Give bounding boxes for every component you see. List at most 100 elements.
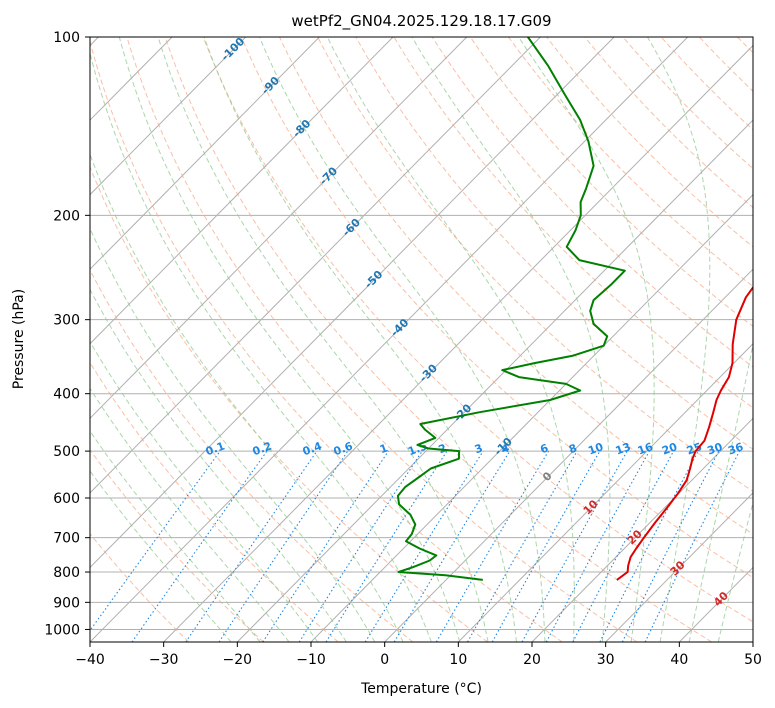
profile-series	[396, 37, 753, 581]
dry-adiabat-line	[90, 448, 264, 642]
isotherm-line	[90, 37, 247, 196]
y-tick-label: 900	[53, 595, 80, 611]
moist-adiabat-line	[90, 340, 319, 642]
moist-adiabat-line	[411, 37, 611, 642]
moist-adiabat-line	[90, 227, 376, 642]
mixing-ratio-line	[644, 450, 740, 642]
moist-adiabat-line	[118, 37, 461, 642]
isotherm-line	[531, 417, 753, 642]
y-tick-label: 200	[53, 208, 80, 224]
mixing-ratio-label: 13	[614, 440, 633, 457]
x-tick-label: −30	[149, 652, 179, 668]
mixing-ratio-label: 1.5	[406, 439, 429, 458]
mixing-ratio-label: 0.1	[204, 439, 227, 458]
x-tick-label: −20	[223, 652, 253, 668]
dry-adiabat-line	[90, 532, 190, 642]
mixing-ratio-line	[131, 450, 268, 642]
x-tick-label: 40	[670, 652, 688, 668]
isotherm-line	[90, 37, 541, 494]
mixing-ratio-label: 4	[500, 441, 512, 456]
dry-adiabat-line	[164, 37, 712, 642]
dewpoint-profile-line	[396, 37, 626, 581]
dry-adiabat-line	[698, 37, 753, 92]
mixing-ratio-label: 16	[636, 440, 655, 458]
isotherm-line	[678, 566, 753, 642]
isotherm-line	[310, 193, 753, 642]
mixing-ratio-line	[185, 450, 318, 642]
isotherm-line	[90, 37, 394, 345]
mixing-ratio-labels: 0.1 0.2 0.4 0.6 1 1.5 2 3 4 6 8 10 13 16 20 25 30 36	[204, 439, 746, 458]
mixing-ratio-label: 20	[660, 440, 679, 458]
moist-adiabat-line	[326, 37, 575, 642]
x-tick-label: 50	[744, 652, 762, 668]
moist-adiabat-line	[90, 51, 432, 642]
x-tick-label: 20	[523, 652, 541, 668]
chart-title: wetPf2_GN04.2025.129.18.17.G09	[291, 12, 551, 31]
y-tick-label: 700	[53, 531, 80, 547]
dry-adiabat-line	[279, 37, 753, 535]
isotherm-line	[384, 268, 753, 642]
x-tick-label: −40	[75, 652, 105, 668]
mixing-ratio-line	[621, 450, 720, 642]
dry-adiabat-line	[355, 37, 753, 450]
mixing-ratio-line	[364, 450, 484, 642]
mixing-ratio-label: 3	[473, 441, 485, 456]
mixing-ratio-line	[435, 450, 550, 642]
x-axis-label: Temperature (°C)	[360, 681, 482, 697]
dry-adiabat-line	[126, 37, 638, 642]
dry-adiabat-line	[393, 37, 753, 409]
mixing-ratio-line	[572, 450, 675, 642]
temperature-profile-line	[616, 285, 753, 581]
isotherm-line	[236, 119, 753, 642]
dry-adiabat-line	[737, 37, 753, 54]
moist-adiabat-line	[717, 500, 753, 642]
moist-adiabat-line	[90, 387, 290, 642]
x-axis-ticks: −40 −30 −20 −10 0 10 20 30 40 50	[75, 642, 762, 668]
isotherm-line	[90, 37, 320, 270]
mixing-ratio-line	[599, 450, 699, 642]
x-tick-label: 10	[449, 652, 467, 668]
moist-adiabat-line	[90, 288, 347, 642]
moist-adiabat-line	[518, 37, 655, 642]
moist-adiabat-line	[90, 152, 404, 642]
mixing-ratio-line	[491, 450, 601, 642]
dry-adiabat-line	[90, 268, 414, 642]
dry-adiabat-line	[202, 37, 753, 623]
dry-adiabat-line	[90, 361, 339, 642]
mixing-ratio-line	[521, 450, 628, 642]
mixing-ratio-label: 30	[705, 440, 724, 458]
dry-adiabat-line	[546, 37, 753, 248]
mixing-ratio-label: 6	[538, 441, 550, 456]
mixing-ratio-line	[545, 450, 650, 642]
y-axis-ticks: 100 200 300 400 500 600 700 800 900 1000	[44, 30, 90, 638]
background-lines	[90, 37, 753, 642]
dry-adiabat-line	[508, 37, 753, 288]
moist-adiabat-line	[688, 341, 753, 642]
isotherm-line	[90, 37, 615, 569]
mixing-ratio-label: 8	[567, 441, 579, 456]
x-tick-label: 0	[380, 652, 389, 668]
isotherm-line	[457, 343, 753, 642]
mixing-ratio-label: 0.2	[251, 439, 274, 458]
mixing-ratio-line	[393, 450, 511, 642]
mixing-ratio-label: 0.4	[301, 439, 324, 458]
mixing-ratio-label: 1	[378, 441, 390, 456]
moist-adiabat-line	[203, 37, 517, 642]
moist-adiabat-line	[90, 470, 232, 642]
moist-adiabat-line	[157, 37, 489, 642]
mixing-ratio-line	[90, 450, 221, 632]
y-tick-label: 100	[53, 30, 80, 46]
y-tick-label: 600	[53, 491, 80, 507]
moist-adiabat-line	[259, 37, 546, 642]
mixing-ratio-label: 25	[685, 440, 704, 457]
y-axis-label: Pressure (hPa)	[11, 289, 27, 389]
dry-adiabat-line	[431, 37, 753, 368]
mixing-ratio-label: 36	[726, 440, 745, 458]
y-tick-label: 300	[53, 313, 80, 329]
dry-adiabat-line	[240, 37, 753, 579]
dry-adiabat-line	[469, 37, 753, 328]
moist-adiabat-line	[90, 430, 261, 642]
y-tick-label: 400	[53, 387, 80, 403]
moist-adiabat-line	[647, 37, 711, 642]
